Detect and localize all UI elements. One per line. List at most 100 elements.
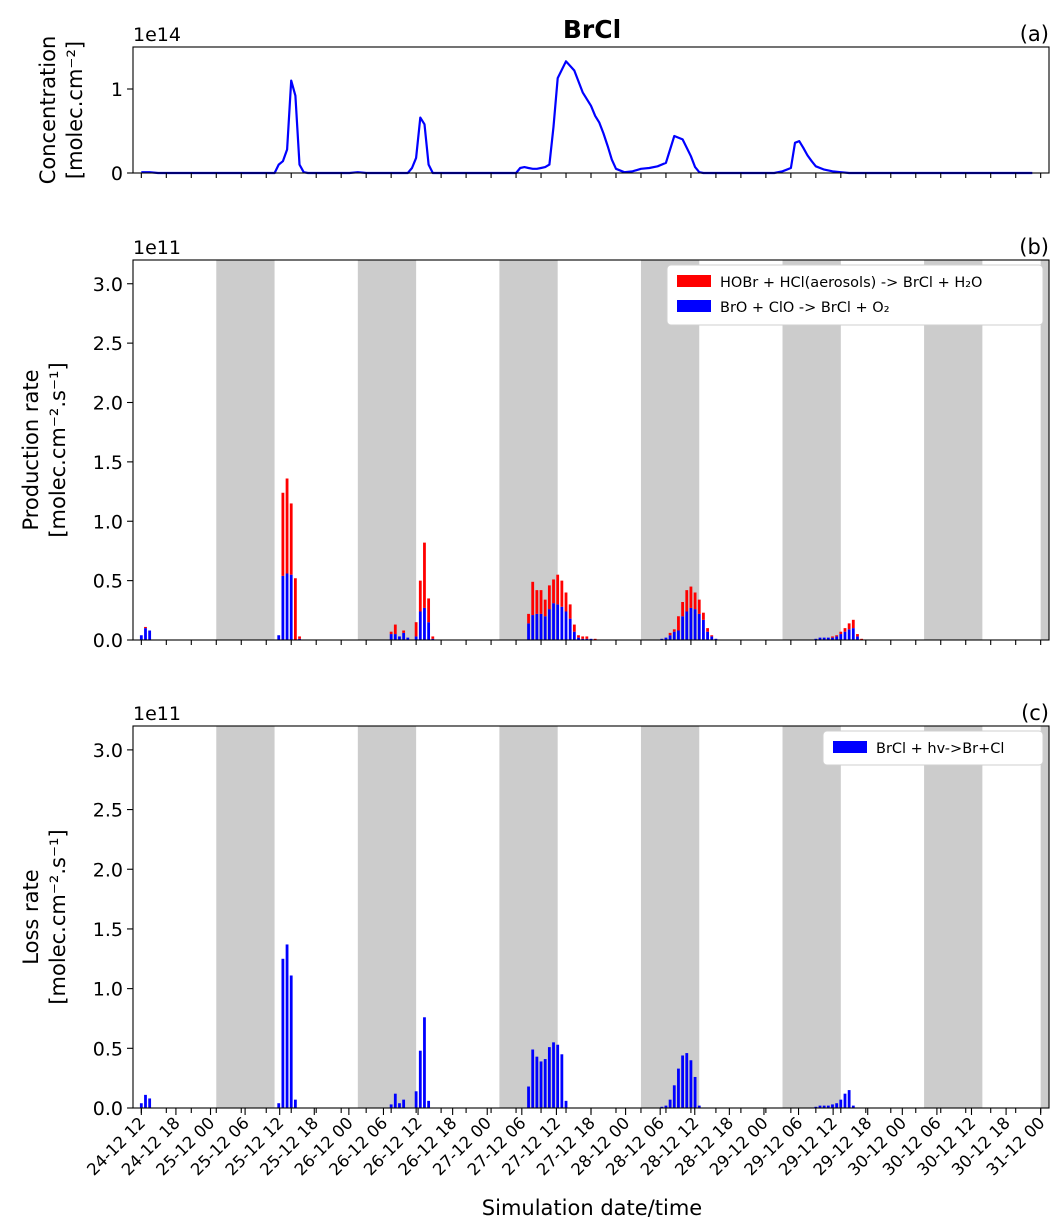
rate-bar <box>427 622 431 640</box>
rate-bar <box>556 604 560 640</box>
y-tick-label: 3.0 <box>93 274 123 296</box>
night-shade <box>640 726 700 1108</box>
legend-swatch <box>677 300 711 312</box>
rate-bar <box>818 1105 822 1108</box>
rate-bar <box>393 634 397 640</box>
rate-bar <box>822 1105 826 1108</box>
rate-bar <box>593 638 597 640</box>
rate-bar <box>552 579 555 604</box>
rate-bar <box>681 602 684 617</box>
rate-bar <box>556 574 560 605</box>
legend-box <box>666 264 1044 326</box>
rate-bar <box>547 1047 551 1108</box>
rate-bar <box>843 1093 847 1108</box>
rate-bar <box>535 613 539 640</box>
rate-bar <box>689 1060 693 1108</box>
rate-bar <box>552 1042 555 1108</box>
night-shade <box>357 260 417 640</box>
rate-bar <box>144 628 147 640</box>
rate-bar <box>847 623 851 630</box>
rate-bar <box>402 630 406 633</box>
rate-bar <box>839 631 843 635</box>
rate-bar <box>697 1105 701 1108</box>
rate-bar <box>826 1105 830 1108</box>
rate-bar <box>556 1044 560 1108</box>
rate-bar <box>418 1050 422 1108</box>
rate-bar <box>851 619 855 629</box>
panel-tag: (b) <box>1019 235 1049 259</box>
rate-bar <box>293 1099 297 1108</box>
rate-bar <box>543 599 547 617</box>
y-tick-label: 0.0 <box>93 1098 123 1120</box>
rate-bar <box>547 609 551 640</box>
rate-bar <box>826 637 830 640</box>
rate-bar <box>677 616 680 631</box>
rate-bar <box>851 628 855 640</box>
rate-bar <box>398 636 401 640</box>
rate-bar <box>427 598 431 623</box>
rate-bar <box>685 590 689 612</box>
rate-bar <box>581 636 585 639</box>
legend-box <box>822 730 1044 766</box>
night-shade <box>357 726 417 1108</box>
rate-bar <box>393 1093 397 1108</box>
rate-bar <box>851 1105 855 1108</box>
rate-bar <box>843 631 847 640</box>
rate-bar <box>568 604 572 619</box>
rate-bar <box>572 624 576 632</box>
y-tick-label: 0 <box>111 163 123 185</box>
night-shade <box>924 726 983 1108</box>
rate-bar <box>672 1085 676 1108</box>
rate-bar <box>560 1054 564 1108</box>
night-shade <box>1040 260 1049 640</box>
y-tick-label: 1.0 <box>93 511 123 533</box>
rate-bar <box>564 611 568 640</box>
rate-bar <box>668 635 672 640</box>
rate-bar <box>689 586 693 608</box>
panel-a-concentration: 0 1 1e14 (a) Concentration [molec.cm⁻²] <box>36 22 1050 185</box>
rate-bar <box>572 631 576 640</box>
rate-bar <box>702 619 705 640</box>
legend: BrCl + hv->Br+Cl <box>822 730 1044 766</box>
rate-bar <box>539 1061 543 1108</box>
rate-bar <box>660 638 664 640</box>
rate-bar <box>543 616 547 640</box>
y-tick-label: 1.5 <box>93 452 123 474</box>
rate-bar <box>543 1059 547 1108</box>
rate-bar <box>552 603 555 640</box>
rate-bar <box>414 622 418 637</box>
night-shade <box>216 726 275 1108</box>
rate-bar <box>547 585 551 610</box>
rate-bar <box>581 638 585 640</box>
rate-bar <box>139 1103 143 1108</box>
rate-bar <box>148 630 152 640</box>
panel-tag: (c) <box>1021 701 1049 725</box>
rate-bar <box>527 1086 530 1108</box>
rate-bar <box>539 590 543 614</box>
rate-bar <box>389 631 393 635</box>
panel-tag: (a) <box>1020 22 1049 46</box>
rate-bar <box>589 638 593 640</box>
rate-bar <box>564 1100 568 1108</box>
rate-bar <box>431 636 435 639</box>
rate-bar <box>285 478 289 574</box>
y-axis-title-line2: [molec.cm⁻².s⁻¹] <box>46 362 70 537</box>
legend-label: BrO + ClO -> BrCl + O₂ <box>720 300 890 316</box>
rate-bar <box>681 1055 684 1108</box>
rate-bar <box>285 944 289 1108</box>
rate-bar <box>560 606 564 640</box>
rate-bar <box>814 1106 818 1108</box>
rate-bar <box>531 581 535 616</box>
rate-bar <box>277 1103 281 1108</box>
offset-label: 1e14 <box>133 24 181 46</box>
rate-bar <box>577 637 580 640</box>
rate-bar <box>860 638 864 640</box>
rate-bar <box>298 636 301 639</box>
night-shade <box>216 260 275 640</box>
rate-bar <box>710 635 714 637</box>
y-axis-title-line1: Production rate <box>19 369 43 530</box>
y-tick-label: 2.0 <box>93 393 123 415</box>
rate-bar <box>527 613 530 624</box>
y-tick-label: 2.0 <box>93 859 123 881</box>
